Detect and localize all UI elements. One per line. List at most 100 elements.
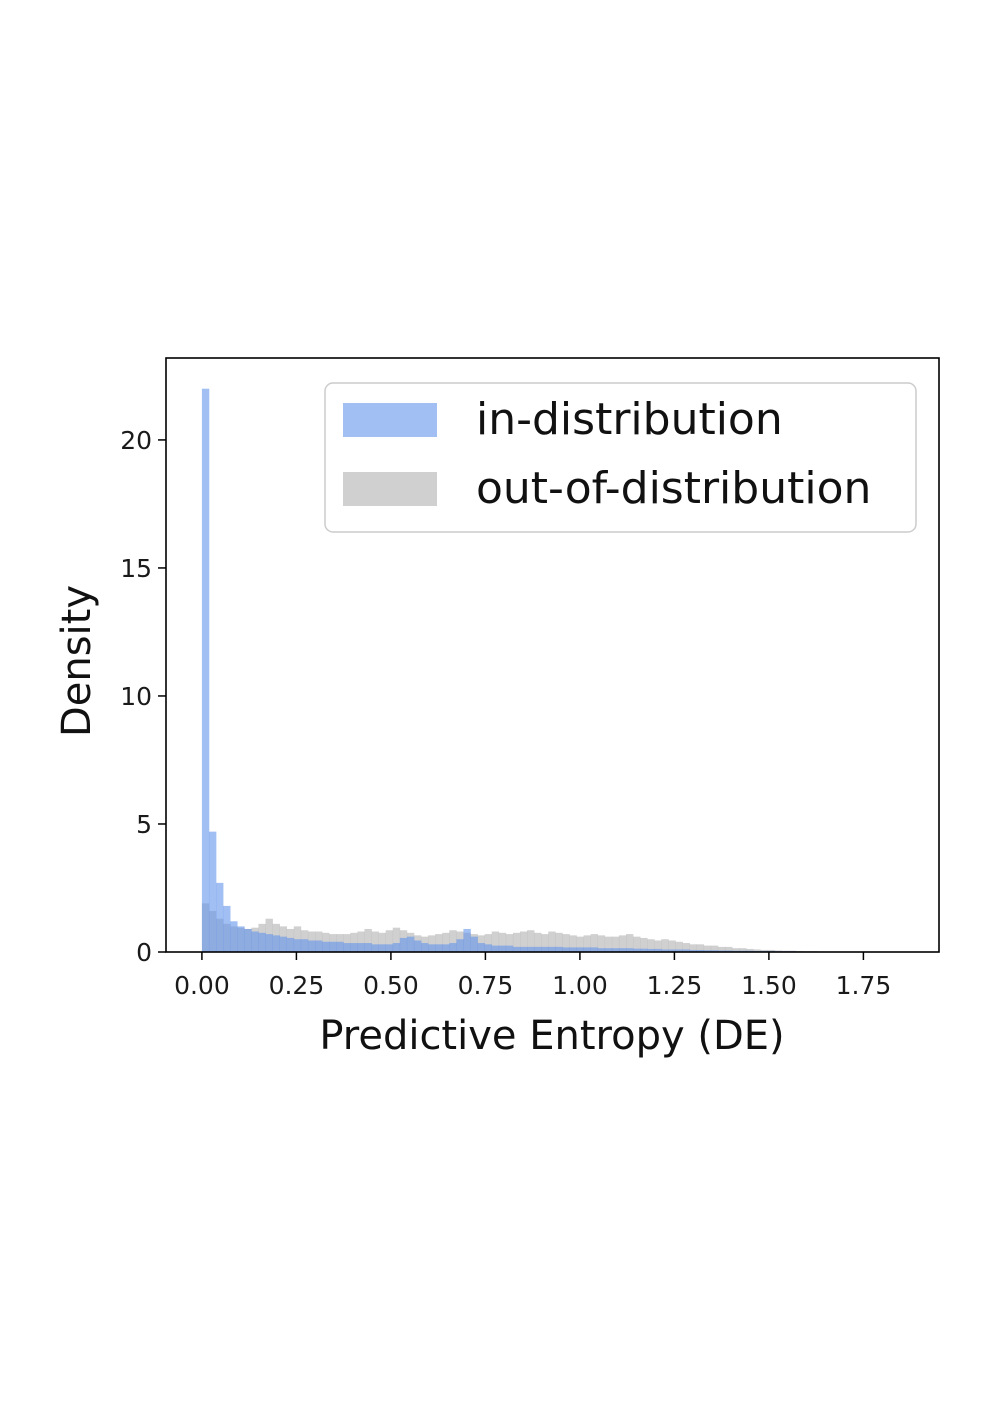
bar-in-distribution bbox=[562, 947, 570, 952]
y-tick-label: 20 bbox=[120, 426, 152, 455]
x-tick-label: 1.25 bbox=[647, 971, 703, 1000]
bar-in-distribution bbox=[258, 932, 266, 952]
bar-out-of-distribution bbox=[668, 940, 676, 952]
bar-in-distribution bbox=[329, 941, 337, 952]
bar-in-distribution bbox=[541, 946, 549, 952]
bar-out-of-distribution bbox=[753, 949, 761, 952]
bar-out-of-distribution bbox=[428, 935, 436, 952]
bar-in-distribution bbox=[519, 946, 528, 952]
x-tick-label: 0.25 bbox=[269, 971, 325, 1000]
bar-in-distribution bbox=[428, 944, 436, 952]
bar-out-of-distribution bbox=[392, 927, 401, 952]
bar-in-distribution bbox=[682, 949, 690, 952]
bar-out-of-distribution bbox=[442, 932, 450, 952]
bar-in-distribution bbox=[675, 949, 683, 952]
bar-out-of-distribution bbox=[541, 934, 549, 952]
bar-in-distribution bbox=[626, 948, 634, 952]
bar-in-distribution bbox=[350, 943, 358, 952]
bar-in-distribution bbox=[286, 937, 295, 952]
y-tick-label: 10 bbox=[120, 682, 152, 711]
x-tick-label: 1.75 bbox=[836, 971, 892, 1000]
bar-in-distribution bbox=[442, 944, 450, 952]
bar-out-of-distribution bbox=[364, 928, 372, 952]
bar-in-distribution bbox=[484, 944, 493, 952]
bar-out-of-distribution bbox=[640, 937, 648, 952]
bar-in-distribution bbox=[498, 945, 507, 952]
bar-out-of-distribution bbox=[739, 948, 747, 952]
bar-in-distribution bbox=[343, 943, 351, 952]
bar-out-of-distribution bbox=[710, 945, 719, 952]
bar-out-of-distribution bbox=[357, 931, 365, 952]
bar-out-of-distribution bbox=[350, 932, 358, 952]
bar-out-of-distribution bbox=[548, 931, 556, 952]
bar-out-of-distribution bbox=[512, 932, 521, 952]
bar-in-distribution bbox=[201, 388, 210, 953]
bar-in-distribution bbox=[208, 831, 217, 952]
legend-label-in-distribution: in-distribution bbox=[476, 394, 783, 445]
plot-frame bbox=[165, 357, 940, 953]
bar-in-distribution bbox=[576, 947, 584, 952]
bar-in-distribution bbox=[378, 944, 386, 952]
bar-in-distribution bbox=[272, 935, 280, 952]
bar-out-of-distribution bbox=[385, 930, 394, 952]
bar-out-of-distribution bbox=[767, 949, 775, 952]
bar-out-of-distribution bbox=[717, 946, 726, 952]
bar-in-distribution bbox=[477, 943, 485, 952]
bar-out-of-distribution bbox=[611, 936, 620, 952]
bar-out-of-distribution bbox=[746, 948, 754, 952]
x-tick-label: 1.00 bbox=[552, 971, 608, 1000]
bar-in-distribution bbox=[293, 939, 302, 952]
bar-in-distribution bbox=[371, 944, 379, 952]
bar-in-distribution bbox=[265, 934, 273, 952]
bar-out-of-distribution bbox=[562, 934, 570, 952]
legend-label-out-of-distribution: out-of-distribution bbox=[476, 463, 871, 514]
bar-in-distribution bbox=[463, 928, 471, 952]
bar-out-of-distribution bbox=[633, 936, 641, 952]
x-tick-label: 1.50 bbox=[741, 971, 797, 1000]
bar-in-distribution bbox=[385, 944, 394, 952]
bar-in-distribution bbox=[392, 943, 401, 952]
bar-in-distribution bbox=[456, 939, 464, 952]
bar-in-distribution bbox=[668, 949, 676, 952]
bar-out-of-distribution bbox=[449, 930, 457, 952]
bar-in-distribution bbox=[237, 926, 245, 952]
bar-out-of-distribution bbox=[435, 934, 443, 952]
legend-box bbox=[324, 382, 917, 533]
bar-out-of-distribution bbox=[626, 934, 634, 952]
bar-out-of-distribution bbox=[597, 935, 606, 952]
bar-out-of-distribution bbox=[732, 948, 740, 952]
bar-in-distribution bbox=[583, 947, 591, 952]
bar-out-of-distribution bbox=[760, 949, 768, 952]
bar-in-distribution bbox=[315, 940, 323, 952]
bar-out-of-distribution bbox=[491, 931, 500, 952]
bar-in-distribution bbox=[307, 940, 316, 952]
bar-out-of-distribution bbox=[675, 941, 683, 952]
bar-out-of-distribution bbox=[555, 932, 563, 952]
bar-in-distribution bbox=[604, 948, 613, 952]
legend-swatch-in-distribution bbox=[343, 403, 437, 437]
y-tick-label: 15 bbox=[120, 554, 152, 583]
bar-in-distribution bbox=[640, 948, 648, 952]
bar-out-of-distribution bbox=[661, 939, 669, 952]
bar-in-distribution bbox=[647, 948, 655, 952]
bar-in-distribution bbox=[216, 882, 224, 952]
bar-in-distribution bbox=[223, 905, 231, 952]
bar-out-of-distribution bbox=[682, 943, 690, 952]
bar-in-distribution bbox=[710, 950, 719, 952]
bar-in-distribution bbox=[244, 928, 252, 952]
bar-in-distribution bbox=[633, 948, 641, 952]
bar-in-distribution bbox=[611, 948, 620, 952]
bar-out-of-distribution bbox=[696, 944, 705, 952]
bar-in-distribution bbox=[449, 943, 457, 952]
bar-in-distribution bbox=[527, 946, 535, 952]
bar-in-distribution bbox=[336, 941, 344, 952]
histogram-bars bbox=[201, 388, 874, 953]
x-tick-label: 0.75 bbox=[458, 971, 514, 1000]
y-axis-title: Density bbox=[54, 585, 100, 737]
bar-in-distribution bbox=[406, 936, 415, 952]
bar-in-distribution bbox=[590, 947, 599, 952]
bar-in-distribution bbox=[279, 936, 288, 952]
bar-in-distribution bbox=[661, 949, 669, 952]
bar-out-of-distribution bbox=[654, 940, 662, 952]
